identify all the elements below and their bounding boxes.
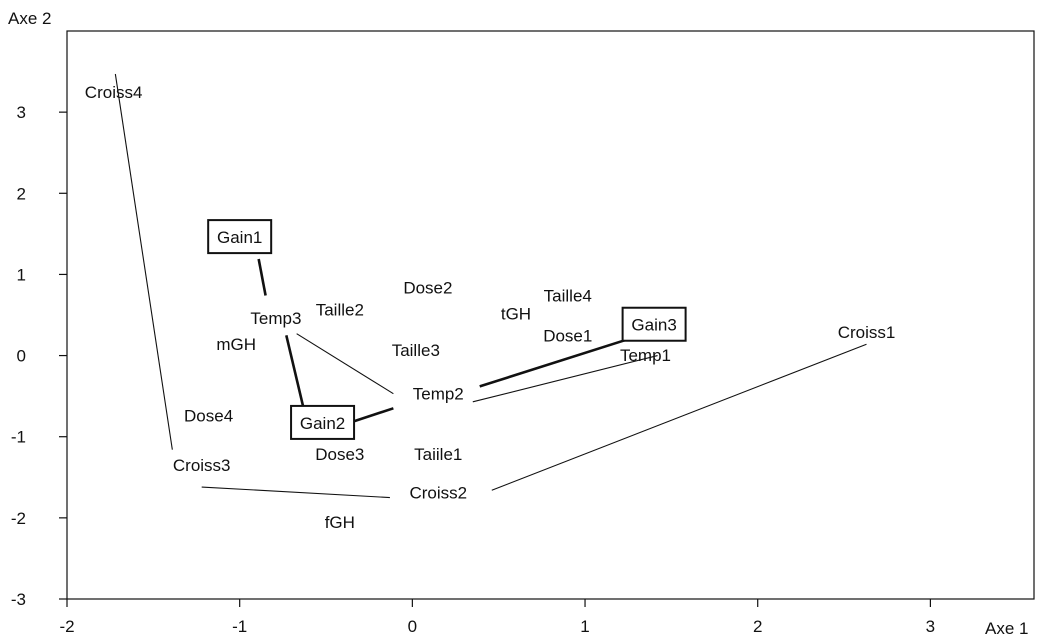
point-label: Dose1: [543, 326, 592, 345]
connector-line: [479, 332, 646, 388]
point-label: Taille4: [544, 287, 592, 306]
x-axis-title: Axe 1: [985, 619, 1028, 638]
point-label: Taille3: [392, 341, 440, 360]
y-axis-title: Axe 2: [8, 9, 51, 28]
highlight-box: [207, 219, 273, 255]
connector-line: [201, 486, 390, 499]
x-tick-label: 0: [408, 617, 417, 636]
connector-line: [285, 334, 305, 409]
y-tick-label: -3: [11, 590, 26, 609]
point-label: Croiss4: [85, 83, 143, 102]
point-label: Taille2: [316, 300, 364, 319]
point-labels: Croiss4 Gain1 Dose2 Taille2 Temp3 mGH Taille3 T…: [85, 83, 896, 532]
plot-frame: [66, 30, 1035, 600]
point-label: tGH: [501, 304, 531, 323]
x-tick-label: -1: [232, 617, 247, 636]
x-tick-label: -2: [59, 617, 74, 636]
point-label: Croiss2: [409, 484, 467, 503]
connector-line: [296, 333, 394, 395]
point-label: Taiile1: [414, 445, 462, 464]
connector-line: [472, 355, 658, 403]
connector-line: [491, 343, 867, 491]
y-tick-label: 3: [17, 103, 26, 122]
point-label: Gain2: [300, 414, 345, 433]
x-tick-label: 2: [753, 617, 762, 636]
y-tick-label: -2: [11, 509, 26, 528]
point-label: Gain3: [631, 316, 676, 335]
x-tick-label: 3: [926, 617, 935, 636]
point-label: Temp2: [413, 385, 464, 404]
y-tick-label: 1: [17, 265, 26, 284]
highlight-box: [621, 306, 687, 342]
connector-lines: [114, 73, 867, 499]
point-label: Dose3: [315, 445, 364, 464]
y-tick-label: -1: [11, 428, 26, 447]
y-tick-label: 2: [17, 184, 26, 203]
point-label: mGH: [216, 335, 256, 354]
x-tick-label: 1: [580, 617, 589, 636]
point-label: Temp3: [250, 309, 301, 328]
highlight-box: [290, 404, 356, 440]
y-tick-label: 0: [17, 347, 26, 366]
connector-line: [114, 73, 173, 450]
point-label: Gain1: [217, 228, 262, 247]
point-label: fGH: [325, 513, 355, 532]
point-label: Dose4: [184, 407, 233, 426]
point-label: Croiss1: [838, 323, 896, 342]
point-label: Temp1: [620, 346, 671, 365]
point-label: Dose2: [403, 278, 452, 297]
axis-ticks: -2 -1 0 1 2 3 -3 -2 -1 0 1 2 3: [11, 103, 935, 636]
connector-line: [257, 258, 267, 296]
point-label: Croiss3: [173, 456, 231, 475]
